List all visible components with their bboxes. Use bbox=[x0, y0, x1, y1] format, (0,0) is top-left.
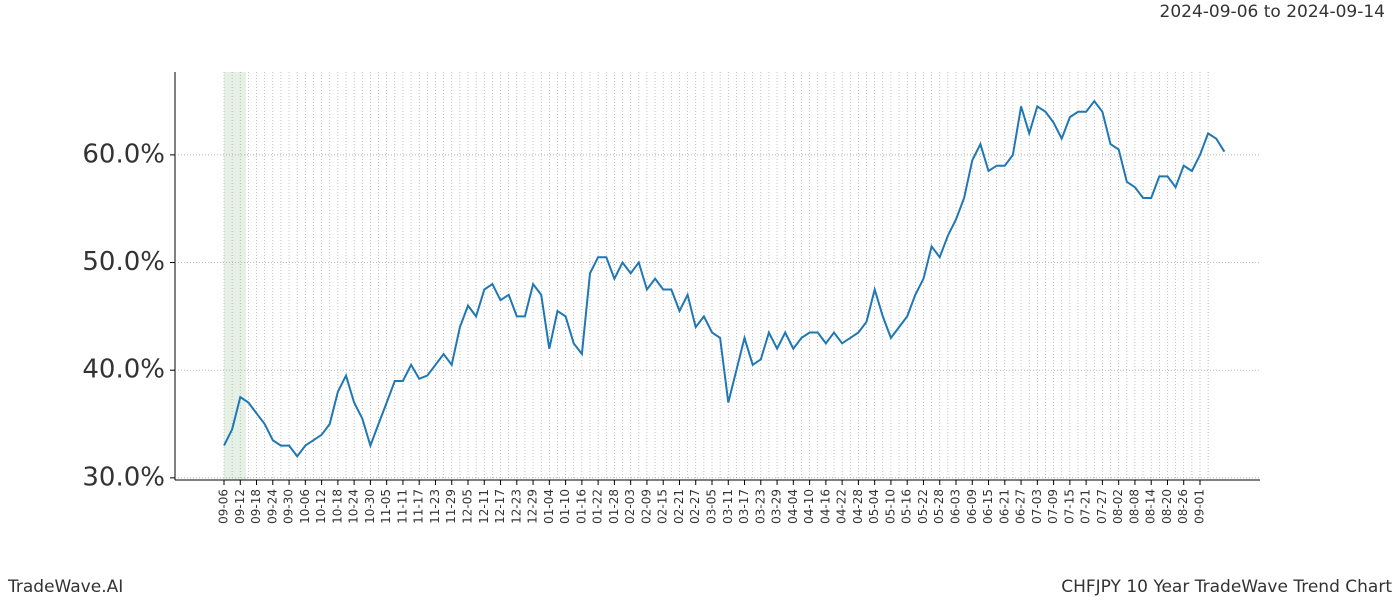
brand: TradeWave.AI bbox=[7, 577, 123, 597]
x-tick-label: 08-02 bbox=[1111, 489, 1125, 524]
x-tick-label: 11-29 bbox=[444, 489, 458, 524]
x-tick-label: 06-27 bbox=[1014, 489, 1028, 524]
y-tick-label: 40.0% bbox=[82, 355, 165, 385]
x-tick-label: 02-27 bbox=[688, 489, 702, 524]
x-tick-label: 11-11 bbox=[395, 489, 409, 524]
x-tick-label: 06-15 bbox=[981, 489, 995, 524]
x-tick-label: 02-15 bbox=[656, 489, 670, 524]
x-tick-label: 05-10 bbox=[883, 489, 897, 524]
x-tick-label: 09-18 bbox=[249, 489, 263, 524]
x-tick-label: 10-30 bbox=[363, 489, 377, 524]
x-tick-label: 07-21 bbox=[1079, 489, 1093, 524]
x-tick-label: 12-29 bbox=[526, 489, 540, 524]
x-tick-label: 10-18 bbox=[330, 489, 344, 524]
x-tick-label: 12-05 bbox=[460, 489, 474, 524]
chart-title: CHFJPY 10 Year TradeWave Trend Chart bbox=[1061, 577, 1392, 597]
x-tick-label: 09-01 bbox=[1192, 489, 1206, 524]
x-tick-label: 05-28 bbox=[932, 489, 946, 524]
x-tick-label: 10-12 bbox=[314, 489, 328, 524]
x-tick-label: 06-03 bbox=[948, 489, 962, 524]
y-tick-label: 50.0% bbox=[82, 247, 165, 277]
x-tick-label: 07-27 bbox=[1095, 489, 1109, 524]
x-tick-label: 01-16 bbox=[574, 489, 588, 524]
x-tick-label: 01-10 bbox=[558, 489, 572, 524]
date-range: 2024-09-06 to 2024-09-14 bbox=[1160, 2, 1385, 22]
x-tick-label: 03-29 bbox=[770, 489, 784, 524]
x-tick-label: 06-09 bbox=[965, 489, 979, 524]
x-tick-label: 03-11 bbox=[721, 489, 735, 524]
x-tick-label: 12-17 bbox=[493, 489, 507, 524]
x-tick-label: 07-15 bbox=[1062, 489, 1076, 524]
x-tick-label: 03-23 bbox=[753, 489, 767, 524]
x-tick-label: 05-04 bbox=[867, 489, 881, 524]
y-tick-label: 30.0% bbox=[82, 462, 165, 492]
x-tick-label: 08-26 bbox=[1176, 489, 1190, 524]
x-tick-label: 04-28 bbox=[851, 489, 865, 524]
x-tick-label: 09-12 bbox=[233, 489, 247, 524]
x-tick-label: 04-04 bbox=[786, 489, 800, 524]
x-tick-label: 04-16 bbox=[818, 489, 832, 524]
x-tick-label: 10-06 bbox=[298, 489, 312, 524]
x-tick-label: 08-08 bbox=[1127, 489, 1141, 524]
x-tick-label: 08-20 bbox=[1160, 489, 1174, 524]
x-tick-label: 02-09 bbox=[639, 489, 653, 524]
x-tick-label: 01-04 bbox=[542, 489, 556, 524]
x-tick-label: 05-16 bbox=[900, 489, 914, 524]
x-tick-label: 04-10 bbox=[802, 489, 816, 524]
y-tick-label: 60.0% bbox=[82, 139, 165, 169]
x-tick-label: 09-24 bbox=[265, 489, 279, 524]
x-tick-label: 11-05 bbox=[379, 489, 393, 524]
x-tick-label: 03-05 bbox=[704, 489, 718, 524]
x-tick-label: 04-22 bbox=[835, 489, 849, 524]
x-tick-label: 12-11 bbox=[477, 489, 491, 524]
x-tick-label: 02-03 bbox=[623, 489, 637, 524]
x-tick-label: 02-21 bbox=[672, 489, 686, 524]
x-tick-label: 11-23 bbox=[428, 489, 442, 524]
x-tick-label: 09-30 bbox=[282, 489, 296, 524]
x-tick-label: 01-22 bbox=[591, 489, 605, 524]
x-tick-label: 01-28 bbox=[607, 489, 621, 524]
x-tick-label: 08-14 bbox=[1144, 489, 1158, 524]
x-tick-label: 05-22 bbox=[916, 489, 930, 524]
x-tick-label: 10-24 bbox=[347, 489, 361, 524]
x-tick-label: 07-09 bbox=[1046, 489, 1060, 524]
line-series bbox=[223, 99, 1226, 458]
x-tick-label: 11-17 bbox=[412, 489, 426, 524]
x-tick-label: 09-06 bbox=[217, 489, 231, 524]
x-tick-label: 06-21 bbox=[997, 489, 1011, 524]
x-tick-label: 07-03 bbox=[1030, 489, 1044, 524]
x-tick-label: 12-23 bbox=[509, 489, 523, 524]
x-tick-label: 03-17 bbox=[737, 489, 751, 524]
